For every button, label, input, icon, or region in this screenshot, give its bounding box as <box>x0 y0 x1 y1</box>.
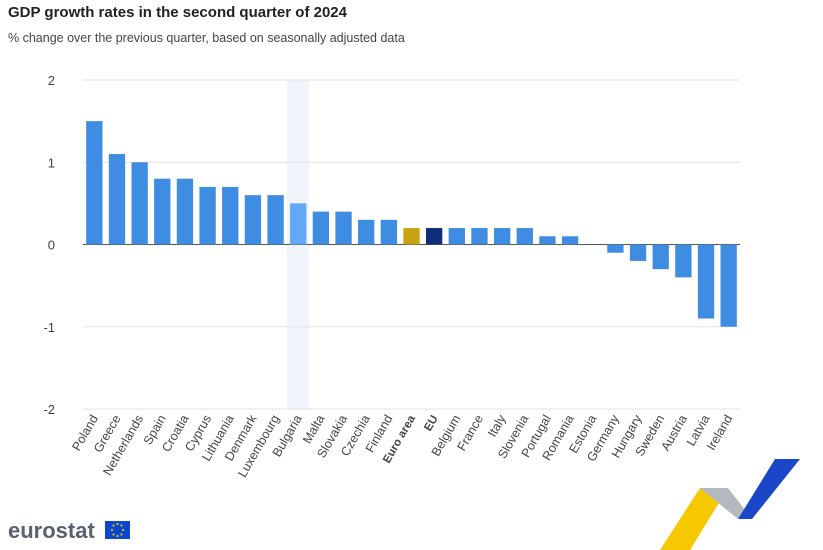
bar <box>675 244 692 278</box>
bar <box>697 244 715 319</box>
bar <box>516 228 533 245</box>
bar <box>131 162 148 245</box>
y-tick-label: 0 <box>48 238 55 253</box>
bar <box>629 244 647 261</box>
bar <box>539 236 556 245</box>
bar <box>154 178 171 245</box>
eu-flag <box>105 521 130 539</box>
bar <box>358 219 375 245</box>
eu-stars <box>111 523 124 537</box>
chart-subtitle: % change over the previous quarter, base… <box>8 31 405 45</box>
bar <box>108 154 126 245</box>
bar <box>561 236 579 245</box>
bar <box>607 244 624 253</box>
y-tick-label: -2 <box>43 402 55 417</box>
decoration <box>660 459 800 550</box>
y-tick-label: 2 <box>48 73 55 88</box>
eurostat-logo: eurostat <box>8 518 130 543</box>
bar <box>199 186 216 245</box>
y-tick-label: -1 <box>43 320 55 335</box>
bar <box>312 211 330 245</box>
bar <box>720 244 737 327</box>
bar <box>652 244 669 270</box>
bar <box>425 228 443 245</box>
bar <box>471 228 488 245</box>
logo-text: eurostat <box>8 518 95 543</box>
bar <box>403 228 420 245</box>
bar <box>267 195 284 245</box>
bar <box>380 219 398 245</box>
bar <box>493 228 511 245</box>
bar <box>222 186 239 245</box>
bar <box>335 211 352 245</box>
y-tick-label: 1 <box>48 155 55 170</box>
bar <box>176 178 194 245</box>
bar <box>290 203 307 245</box>
bar <box>448 228 465 245</box>
bar <box>244 195 262 245</box>
bar <box>86 121 103 245</box>
chart-title: GDP growth rates in the second quarter o… <box>8 4 348 21</box>
x-tick-label: EU <box>422 414 440 434</box>
